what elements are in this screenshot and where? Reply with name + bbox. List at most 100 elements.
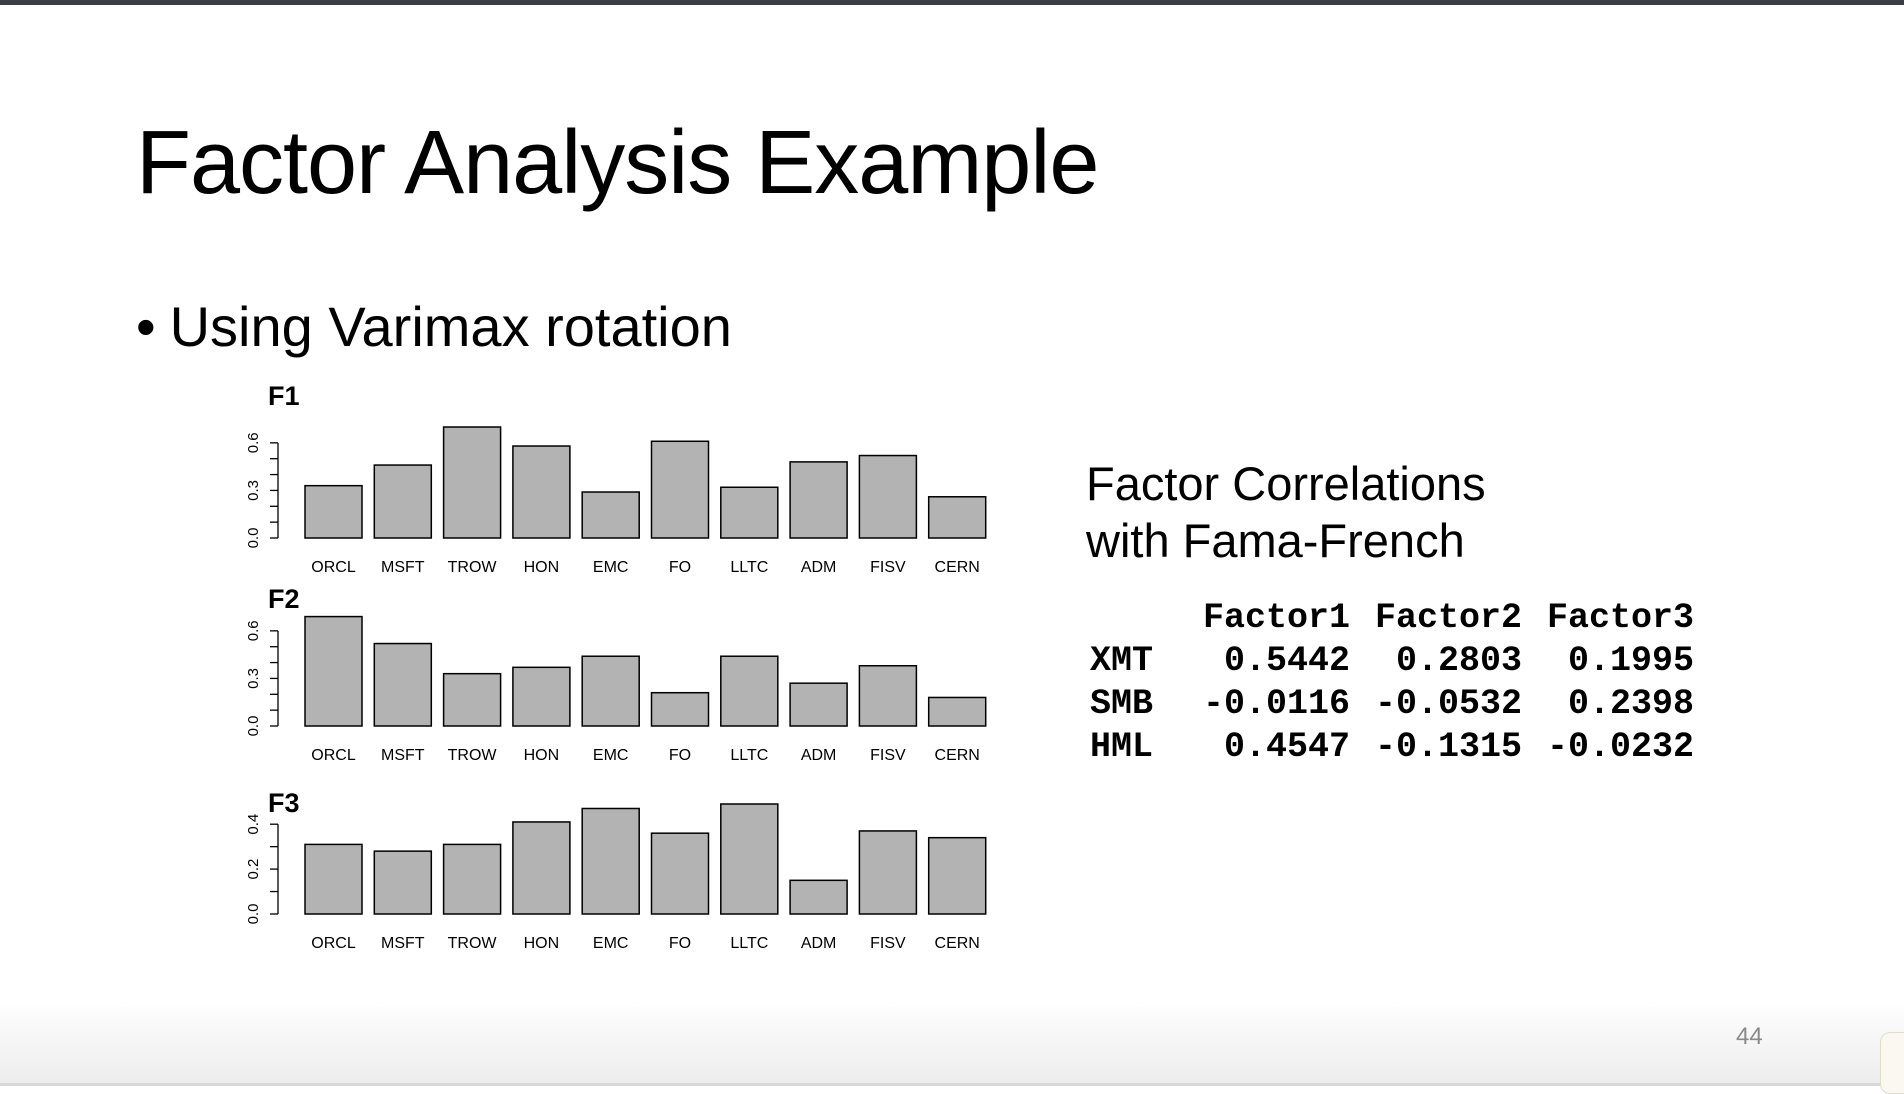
table-cell: 0.5442: [1223, 641, 1350, 681]
y-tick-label: 0.6: [245, 620, 262, 641]
column-header: Factor3: [1546, 598, 1694, 638]
y-tick-label: 0.0: [245, 716, 262, 737]
chart-title: F3: [268, 788, 300, 818]
table-cell: 0.2803: [1395, 641, 1522, 681]
x-tick-label: FO: [669, 935, 691, 952]
y-tick-label: 0.6: [245, 432, 262, 453]
x-tick-label: CERN: [935, 935, 980, 952]
x-tick-label: HON: [524, 935, 560, 952]
x-tick-label: ADM: [801, 747, 837, 764]
x-tick-label: HON: [524, 747, 560, 764]
bar-hon: [512, 445, 571, 539]
bar-fo: [650, 832, 710, 915]
bar-emc: [581, 807, 640, 915]
bullet-symbol: •: [136, 295, 156, 358]
table-header-row: Factor1 Factor2 Factor3: [1090, 597, 1694, 640]
x-tick-label: ORCL: [311, 935, 356, 952]
chart-title: F1: [268, 381, 300, 411]
chart-title: F2: [268, 584, 300, 614]
x-tick-label: EMC: [593, 935, 629, 952]
page-number: 44: [1736, 1023, 1763, 1050]
heading-line-1: Factor Correlations: [1086, 457, 1486, 510]
bar-lltc: [720, 655, 779, 727]
table-row: SMB -0.0116 -0.0532 0.2398: [1090, 683, 1694, 726]
x-tick-label: MSFT: [381, 559, 425, 576]
table-cell: -0.0532: [1374, 684, 1522, 724]
factor-correlations-heading: Factor Correlations with Fama-French: [1086, 455, 1486, 569]
column-header: Factor2: [1374, 598, 1522, 638]
bar-fisv: [858, 454, 918, 539]
row-name: HML: [1090, 727, 1154, 767]
x-tick-label: HON: [524, 559, 560, 576]
bar-orcl: [304, 484, 363, 539]
table-cell: 0.2398: [1567, 684, 1694, 724]
table-row: XMT 0.5442 0.2803 0.1995: [1090, 640, 1694, 683]
x-tick-label: EMC: [593, 559, 629, 576]
y-tick-label: 0.0: [245, 904, 262, 925]
bar-cern: [927, 836, 987, 915]
x-tick-label: CERN: [935, 559, 980, 576]
table-cell: -0.0232: [1546, 727, 1694, 767]
x-tick-label: MSFT: [381, 935, 425, 952]
bar-fo: [650, 691, 710, 727]
y-tick-label: 0.3: [245, 668, 262, 689]
bar-fisv: [858, 664, 918, 727]
x-tick-label: FISV: [870, 559, 906, 576]
corner-tab: [1880, 1032, 1904, 1094]
x-tick-label: FO: [669, 747, 691, 764]
bar-cern: [927, 696, 987, 727]
bar-msft: [373, 464, 433, 539]
bar-emc: [581, 655, 640, 727]
x-tick-label: LLTC: [730, 747, 768, 764]
bullet-point: • Using Varimax rotation: [136, 294, 732, 359]
bar-fisv: [858, 830, 918, 915]
heading-line-2: with Fama-French: [1086, 514, 1465, 567]
table-cell: 0.1995: [1567, 641, 1694, 681]
bar-msft: [373, 642, 433, 727]
bar-hon: [512, 666, 571, 727]
x-tick-label: LLTC: [730, 935, 768, 952]
x-tick-label: ORCL: [311, 559, 356, 576]
x-tick-label: EMC: [593, 747, 629, 764]
bottom-shadow: [0, 1000, 1904, 1086]
table-cell: 0.4547: [1223, 727, 1350, 767]
y-tick-label: 0.4: [245, 814, 262, 835]
bar-orcl: [304, 615, 363, 727]
bar-trow: [442, 843, 502, 915]
x-tick-label: FISV: [870, 935, 906, 952]
x-tick-label: ADM: [801, 559, 837, 576]
table-row: HML 0.4547 -0.1315 -0.0232: [1090, 726, 1694, 769]
bar-trow: [442, 672, 502, 727]
bottom-border: [0, 1083, 1904, 1086]
window-top-bar: [0, 0, 1904, 5]
x-tick-label: FISV: [870, 747, 906, 764]
bar-lltc: [720, 803, 779, 915]
x-tick-label: CERN: [935, 747, 980, 764]
bar-lltc: [720, 486, 779, 539]
row-name: XMT: [1090, 641, 1154, 681]
x-tick-label: ORCL: [311, 747, 356, 764]
bar-adm: [789, 879, 848, 915]
y-tick-label: 0.3: [245, 480, 262, 501]
bar-msft: [373, 850, 433, 915]
x-tick-label: LLTC: [730, 559, 768, 576]
x-tick-label: TROW: [448, 559, 498, 576]
x-tick-label: TROW: [448, 747, 498, 764]
x-tick-label: ADM: [801, 935, 837, 952]
header-corner: [1090, 597, 1178, 640]
bar-trow: [442, 426, 502, 539]
table-cell: -0.1315: [1374, 727, 1522, 767]
slide-title: Factor Analysis Example: [136, 113, 1099, 213]
table-cell: -0.0116: [1202, 684, 1350, 724]
bar-fo: [650, 440, 710, 539]
bar-cern: [927, 496, 987, 539]
y-tick-label: 0.2: [245, 859, 262, 880]
bar-emc: [581, 491, 640, 539]
x-tick-label: MSFT: [381, 747, 425, 764]
x-tick-label: FO: [669, 559, 691, 576]
row-name: SMB: [1090, 684, 1154, 724]
bullet-text: Using Varimax rotation: [169, 295, 732, 358]
bar-hon: [512, 821, 571, 915]
column-header: Factor1: [1202, 598, 1350, 638]
